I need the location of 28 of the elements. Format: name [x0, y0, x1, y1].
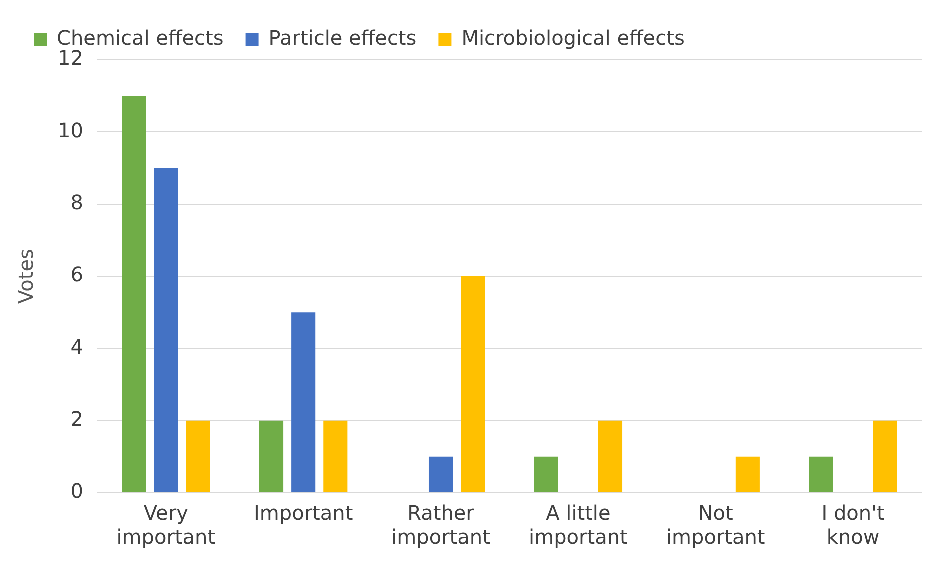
bar: [186, 420, 210, 492]
bar: [873, 420, 898, 492]
bar: [736, 456, 760, 492]
x-tick-label: A little important: [529, 501, 628, 550]
y-tick-label: 6: [70, 262, 84, 287]
bar: [122, 96, 146, 492]
bar: [428, 456, 454, 492]
bar: [809, 456, 834, 492]
x-tick-label: Important: [254, 501, 354, 526]
x-tick-label: Very important: [116, 501, 216, 550]
x-tick-label: Rather important: [392, 501, 491, 550]
y-tick-label: 8: [70, 190, 84, 215]
legend-label: Particle effects: [268, 26, 417, 50]
bar: [534, 456, 558, 492]
y-tick-label: 10: [58, 118, 84, 142]
x-tick-label: Not important: [666, 501, 766, 550]
bar: [461, 276, 486, 492]
y-tick-label: 2: [70, 407, 84, 432]
bar: [292, 312, 316, 492]
x-tick-label: I don't know: [822, 501, 886, 550]
y-tick-label: 0: [70, 479, 84, 504]
y-axis-title: Votes: [14, 249, 38, 304]
bar: [154, 168, 178, 492]
bar: [324, 420, 348, 492]
bar: [259, 420, 284, 492]
bar: [598, 420, 623, 492]
y-tick-label: 4: [70, 334, 84, 359]
legend-label: Microbiological effects: [462, 26, 685, 50]
